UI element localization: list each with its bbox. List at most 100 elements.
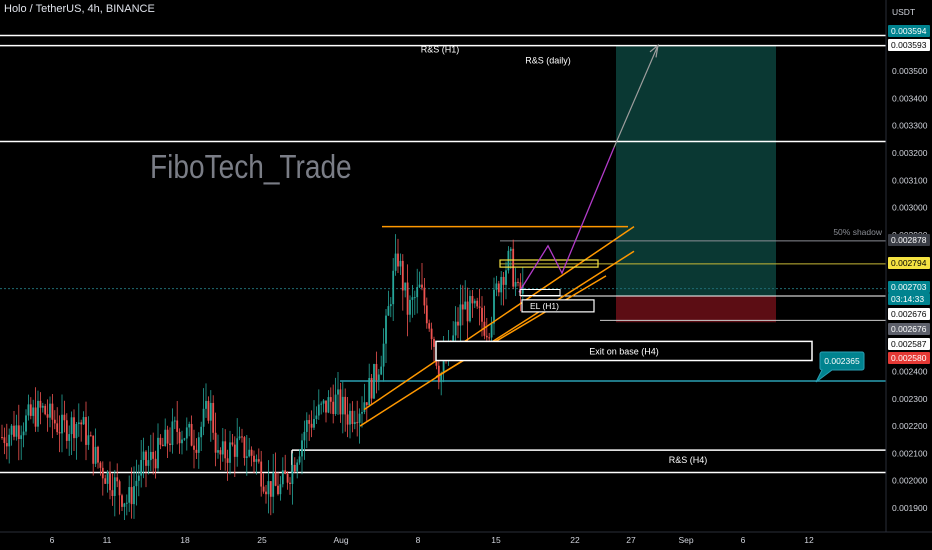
candle-body: [101, 467, 104, 479]
candle-body: [473, 300, 476, 304]
candle: [457, 307, 459, 339]
candle: [267, 460, 270, 514]
candle: [173, 416, 176, 429]
candle-body: [281, 470, 284, 485]
candle: [269, 481, 272, 516]
candle-body: [137, 475, 140, 481]
candle-body: [493, 289, 495, 324]
candle: [392, 258, 395, 322]
exit-on-base-box: [435, 340, 813, 362]
price-badge-label: 03:14:33: [891, 294, 924, 304]
candle: [229, 430, 231, 475]
candle: [406, 264, 409, 337]
candle-body: [500, 276, 503, 293]
candle-body: [409, 299, 411, 315]
candle-body: [327, 397, 330, 413]
candle: [409, 295, 411, 323]
candle-body: [313, 419, 315, 428]
candle: [34, 387, 37, 432]
candle-body: [157, 437, 159, 469]
candle: [68, 425, 71, 456]
candle-body: [428, 323, 431, 329]
candle: [418, 271, 421, 289]
price-badge: [888, 323, 930, 335]
candle: [15, 414, 18, 441]
candle-body: [236, 438, 239, 457]
candle-body: [185, 427, 188, 439]
candle: [27, 394, 30, 421]
candle: [169, 427, 171, 452]
candle: [397, 238, 399, 273]
candle: [77, 403, 80, 437]
candle-body: [152, 451, 155, 459]
candle-body: [481, 307, 483, 322]
candle: [140, 439, 143, 488]
candle: [20, 425, 23, 460]
candle: [212, 395, 215, 440]
price-badge: [888, 234, 930, 246]
candle-body: [13, 425, 15, 437]
candle-body: [80, 422, 83, 425]
stop-loss-zone: [616, 296, 776, 323]
candle-body: [154, 458, 157, 469]
candle: [32, 399, 35, 424]
candle-body: [118, 481, 121, 496]
price-badge-label: 0.003594: [891, 26, 927, 36]
candle: [142, 437, 145, 479]
candle-body: [25, 415, 27, 432]
label-rs-daily: R&S (daily): [525, 56, 571, 66]
callout-value: 0.002365: [824, 356, 860, 366]
candle-body: [509, 248, 512, 251]
candle-body: [205, 400, 207, 409]
candle-body: [361, 412, 363, 414]
candle-body: [269, 481, 272, 497]
candle-body: [413, 297, 416, 299]
candle-body: [476, 300, 479, 307]
channel-lower: [359, 250, 635, 427]
candle: [13, 411, 15, 441]
candle-body: [17, 425, 20, 440]
candle: [260, 450, 263, 497]
candle-body: [356, 422, 359, 424]
candle-body: [89, 435, 92, 437]
candle-body: [142, 451, 145, 460]
candle: [293, 457, 296, 473]
candle-body: [341, 396, 344, 415]
candle: [171, 408, 174, 454]
candle-body: [303, 431, 306, 441]
axis-currency: USDT: [892, 7, 915, 17]
candle: [253, 450, 255, 474]
candles: [1, 234, 524, 520]
candle-body: [329, 397, 332, 402]
candle: [202, 388, 205, 436]
candle-body: [87, 435, 90, 445]
candle-body: [5, 443, 8, 447]
candle-body: [51, 403, 54, 420]
candle-body: [197, 437, 200, 453]
candle: [226, 449, 229, 481]
candle-body: [317, 404, 320, 416]
candle-body: [65, 420, 68, 441]
y-tick-label: 0.003100: [892, 175, 928, 185]
candle: [154, 450, 157, 479]
candle: [123, 502, 126, 520]
candle: [464, 280, 467, 310]
candle: [241, 428, 243, 443]
el-h1-box: [521, 299, 595, 313]
candle: [217, 434, 219, 459]
candle-body: [238, 436, 241, 439]
candle: [231, 434, 234, 447]
candle-body: [73, 417, 75, 439]
candle: [166, 425, 169, 458]
candle: [39, 392, 42, 425]
candle-body: [248, 449, 251, 457]
candle: [423, 278, 426, 314]
candle-body: [339, 389, 342, 415]
candle: [349, 403, 351, 439]
candle: [94, 428, 97, 467]
y-tick-label: 0.003500: [892, 66, 928, 76]
candle: [413, 290, 416, 315]
candle-body: [97, 446, 99, 463]
candle-body: [125, 502, 128, 504]
